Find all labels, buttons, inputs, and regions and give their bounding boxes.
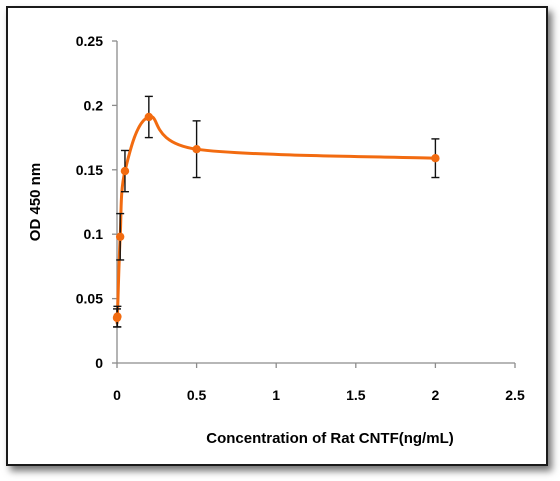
tick-labels: 0 0.05 0.1 0.15 0.2 0.25 0 0.5 1 1.5 2 2.5 bbox=[76, 33, 525, 403]
x-axis-label: Concentration of Rat CNTF(ng/mL) bbox=[206, 430, 453, 447]
y-tick-label: 0.25 bbox=[76, 33, 103, 49]
data-point bbox=[115, 232, 125, 241]
x-tick-label: 0 bbox=[113, 387, 121, 403]
data-point bbox=[192, 144, 201, 154]
x-tick-label: 2.5 bbox=[505, 387, 525, 403]
data-point bbox=[144, 112, 154, 122]
data-point bbox=[113, 312, 122, 321]
x-tick-label: 2 bbox=[432, 387, 440, 403]
data-point bbox=[431, 154, 440, 163]
series-curve bbox=[115, 115, 436, 325]
y-axis-label: OD 450 nm bbox=[27, 163, 44, 241]
x-tick-label: 1 bbox=[272, 387, 280, 403]
y-tick-label: 0.15 bbox=[76, 162, 103, 178]
y-tick-label: 0.2 bbox=[84, 97, 104, 113]
y-tick-label: 0.1 bbox=[84, 226, 104, 242]
axes bbox=[116, 41, 515, 364]
chart-frame bbox=[6, 6, 548, 466]
data-points bbox=[112, 112, 440, 323]
x-tick-label: 0.5 bbox=[187, 387, 207, 403]
x-tick-label: 1.5 bbox=[346, 387, 366, 403]
y-tick-label: 0.05 bbox=[76, 291, 103, 307]
data-point bbox=[120, 166, 130, 176]
y-tick-label: 0 bbox=[95, 355, 103, 371]
ticks bbox=[112, 40, 516, 368]
